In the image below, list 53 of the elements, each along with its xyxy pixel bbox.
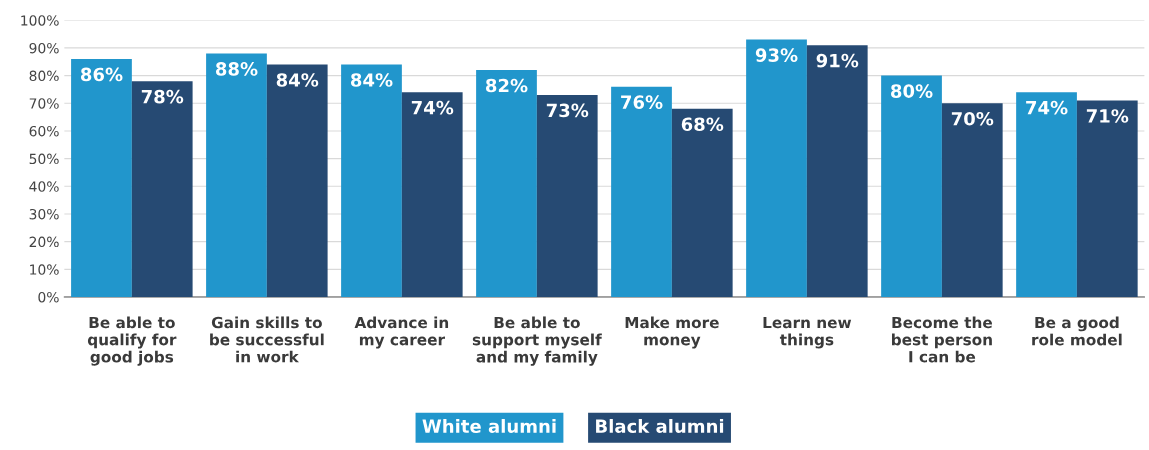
text: White alumni	[422, 419, 556, 433]
data-label: 71%	[1086, 109, 1129, 123]
data-label: 84%	[350, 73, 393, 87]
y-tick-label: 70%	[29, 98, 59, 109]
data-label: 76%	[621, 95, 663, 109]
y-tick-label: 20%	[29, 236, 59, 248]
data-label: 82%	[485, 78, 528, 93]
bar	[746, 39, 807, 297]
y-tick-label: 80%	[29, 70, 59, 82]
y-tick-label: 0%	[38, 291, 59, 303]
x-tick-label: Become the best person I can be	[892, 316, 992, 363]
bar	[1016, 92, 1077, 297]
y-tick-label: 90%	[29, 42, 59, 54]
bar	[206, 53, 267, 297]
y-tick-label: 40%	[29, 181, 59, 192]
x-tick-label: Learn new things	[763, 316, 852, 349]
data-label: 84%	[276, 73, 319, 87]
bar	[71, 59, 132, 297]
bar	[611, 86, 672, 297]
bar	[341, 64, 402, 297]
data-label: 68%	[681, 117, 724, 132]
bar	[1076, 100, 1138, 297]
x-tick-label: Advance in my career	[354, 316, 449, 349]
y-tick-label: 10%	[30, 264, 59, 275]
data-label: 74%	[1026, 100, 1068, 115]
bar	[881, 75, 942, 297]
y-tick-label: 100%	[21, 15, 59, 26]
data-label: 93%	[755, 48, 798, 62]
bar	[806, 45, 868, 297]
data-label: 73%	[546, 103, 589, 118]
x-tick-label: Make more money	[625, 316, 719, 349]
data-label: 78%	[141, 89, 184, 104]
bar	[401, 92, 463, 297]
data-label: 70%	[951, 111, 994, 126]
data-label: 80%	[891, 84, 933, 98]
y-tick-label: 60%	[29, 125, 59, 137]
bar	[536, 94, 598, 297]
bar	[476, 70, 537, 297]
data-label: 91%	[816, 53, 859, 68]
x-tick-label: Be able to support myself and my family	[472, 316, 602, 366]
x-tick-label: Be a good role model	[1032, 316, 1122, 346]
y-tick-label: 50%	[29, 153, 59, 165]
x-tick-label: Gain skills to be successful in work	[210, 316, 324, 363]
bar	[131, 81, 193, 297]
bar	[671, 108, 733, 297]
text: Black alumni	[596, 419, 724, 433]
bar	[941, 103, 1003, 297]
y-tick-label: 30%	[29, 208, 59, 220]
bar	[266, 64, 328, 297]
data-label: 74%	[411, 100, 454, 115]
x-tick-label: Be able to qualify for good jobs	[87, 316, 177, 366]
data-label: 88%	[215, 62, 258, 76]
data-label: 86%	[80, 67, 123, 82]
